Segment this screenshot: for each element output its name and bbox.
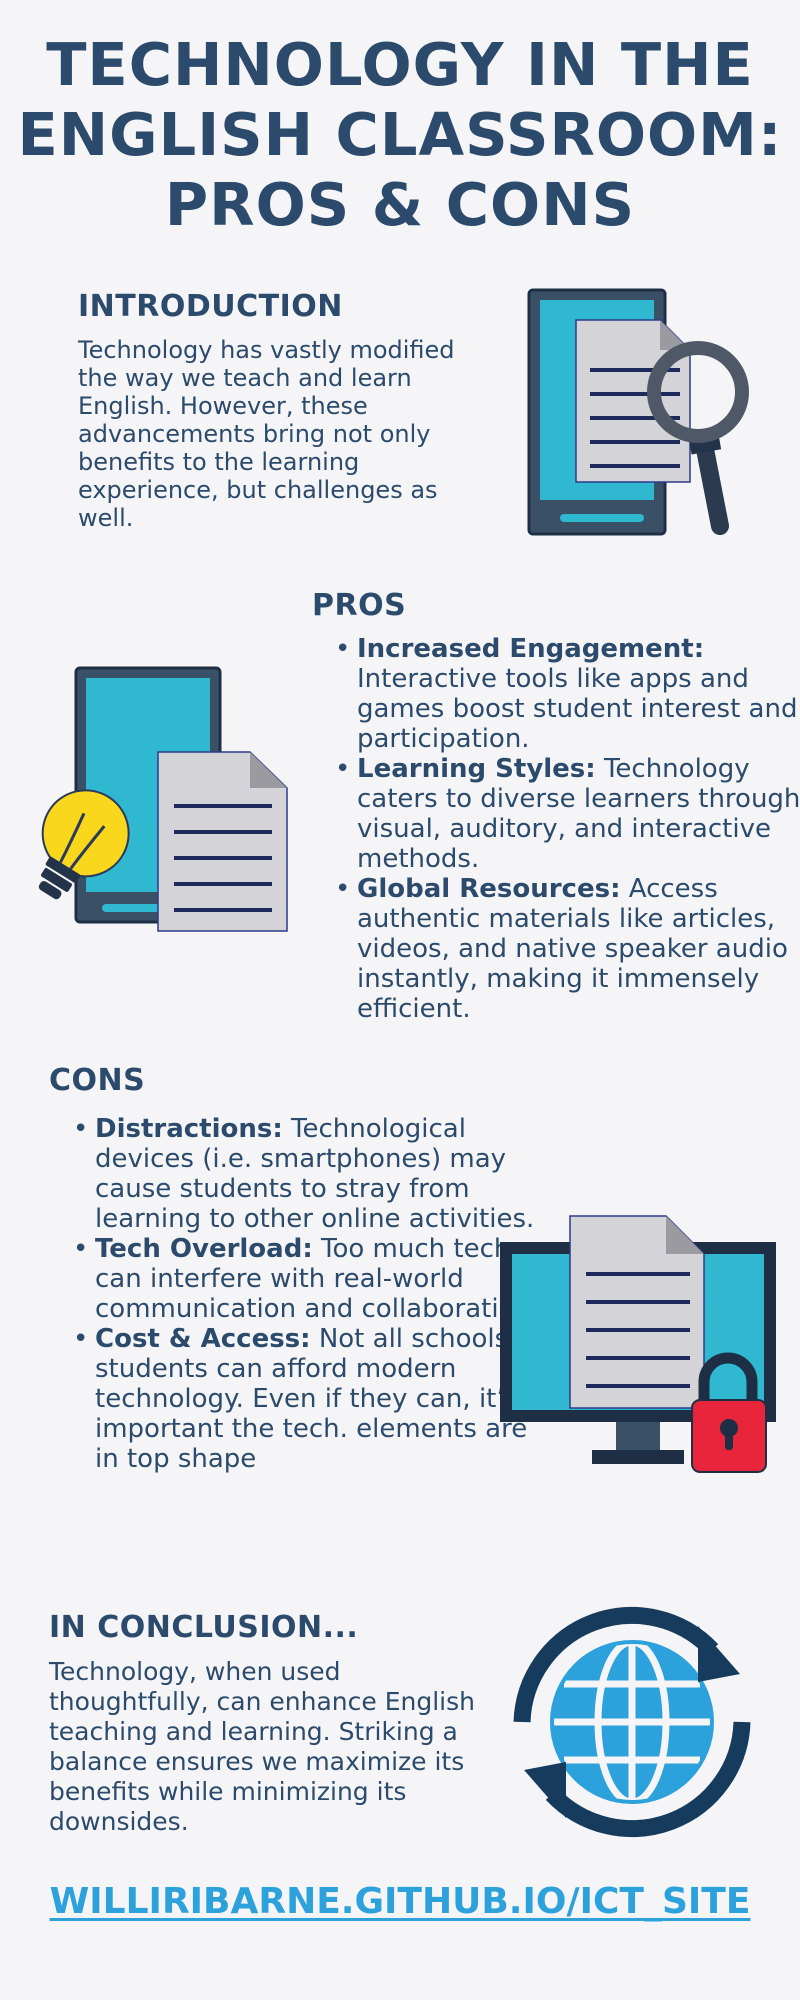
- pros-item-term: Learning Styles:: [357, 754, 596, 784]
- list-item: Tech Overload: Too much tech can interfe…: [73, 1234, 545, 1324]
- tablet-document-lightbulb-icon: [38, 666, 288, 932]
- cons-heading: CONS: [49, 1063, 146, 1098]
- page-title: TECHNOLOGY IN THE ENGLISH CLASSROOM: PRO…: [17, 30, 783, 239]
- pros-item-term: Global Resources:: [357, 874, 621, 904]
- monitor-document-lock-icon: [500, 1215, 776, 1473]
- conclusion-text: Technology, when used thoughtfully, can …: [49, 1657, 475, 1836]
- site-link[interactable]: WILLIRIBARNE.GITHUB.IO/ICT_SITE: [49, 1881, 751, 1922]
- list-item: Global Resources: Access authentic mater…: [335, 874, 800, 1024]
- introduction-heading: INTRODUCTION: [78, 289, 343, 324]
- list-item: Distractions: Technological devices (i.e…: [73, 1114, 545, 1234]
- cons-item-term: Distractions:: [95, 1114, 283, 1144]
- pros-item-desc: Access authentic materials like articles…: [357, 874, 788, 1024]
- cons-item-term: Tech Overload:: [95, 1234, 313, 1264]
- list-item: Cost & Access: Not all schools or studen…: [73, 1324, 545, 1474]
- list-item: Learning Styles: Technology caters to di…: [335, 754, 800, 874]
- list-item: Increased Engagement: Interactive tools …: [335, 634, 800, 754]
- tablet-document-magnifier-icon: [527, 288, 749, 536]
- conclusion-heading: IN CONCLUSION...: [49, 1610, 359, 1645]
- pros-item-desc: Interactive tools like apps and games bo…: [357, 664, 798, 754]
- pros-heading: PROS: [312, 588, 407, 623]
- cons-list: Distractions: Technological devices (i.e…: [51, 1114, 545, 1474]
- pros-item-desc: Technology caters to diverse learners th…: [357, 754, 800, 874]
- cons-item-desc: Technological devices (i.e. smartphones)…: [95, 1114, 535, 1234]
- pros-item-term: Increased Engagement:: [357, 634, 705, 664]
- cons-item-term: Cost & Access:: [95, 1324, 311, 1354]
- pros-list: Increased Engagement: Interactive tools …: [313, 634, 800, 1024]
- introduction-text: Technology has vastly modified the way w…: [78, 336, 455, 532]
- globe-sync-icon: [513, 1606, 751, 1838]
- cons-item-desc: Too much tech can interfere with real-wo…: [95, 1234, 540, 1324]
